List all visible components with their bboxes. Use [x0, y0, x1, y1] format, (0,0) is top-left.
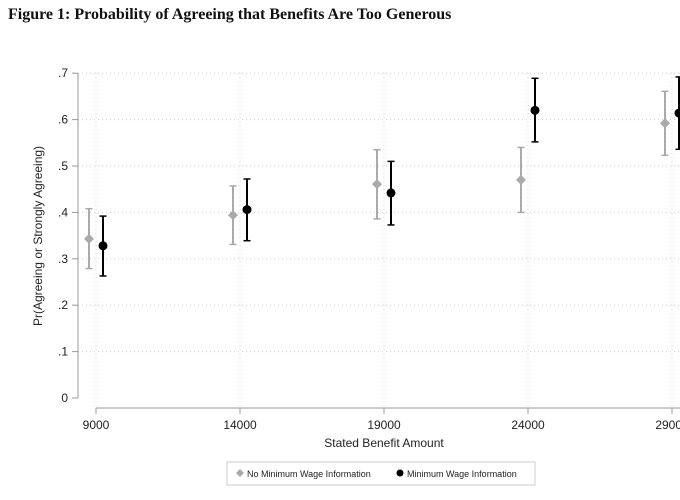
- data-point-circle: [530, 105, 540, 115]
- data-point-group: [530, 77, 540, 143]
- x-tick-label: 24000: [511, 418, 545, 432]
- data-point-group: [516, 146, 526, 214]
- data-point-circle: [242, 205, 252, 215]
- y-tick-label: .1: [58, 345, 68, 359]
- y-tick-label: 0: [61, 391, 68, 405]
- data-point-group: [674, 76, 680, 151]
- legend-diamond-icon: [236, 469, 244, 477]
- legend-circle-icon: [396, 469, 404, 477]
- legend: No Minimum Wage Information Minimum Wage …: [226, 461, 536, 486]
- data-point-group: [660, 90, 670, 157]
- data-point-diamond: [372, 179, 382, 190]
- x-tick-label: 14000: [223, 418, 257, 432]
- data-point-group: [84, 207, 94, 270]
- x-tick-label: 29000: [655, 418, 680, 432]
- x-axis-label: Stated Benefit Amount: [324, 436, 444, 450]
- data-point-diamond: [660, 118, 670, 129]
- legend-label: Minimum Wage Information: [407, 469, 517, 479]
- data-point-circle: [386, 188, 396, 198]
- data-point-diamond: [228, 210, 238, 221]
- y-tick-label: .4: [58, 205, 68, 219]
- y-tick-label: .7: [58, 66, 68, 80]
- data-point-diamond: [516, 174, 526, 185]
- data-point-group: [228, 185, 238, 246]
- data-point-circle: [98, 241, 108, 251]
- data-point-group: [386, 160, 396, 226]
- y-tick-label: .5: [58, 159, 68, 173]
- legend-label: No Minimum Wage Information: [247, 469, 371, 479]
- y-tick-label: .6: [58, 113, 68, 127]
- data-point-diamond: [84, 233, 94, 244]
- y-axis-label: Pr(Agreeing or Strongly Agreeing): [31, 146, 45, 326]
- x-tick-label: 9000: [83, 418, 110, 432]
- chart-title: Figure 1: Probability of Agreeing that B…: [8, 6, 452, 23]
- data-point-group: [242, 178, 252, 242]
- data-point-circle: [674, 108, 680, 118]
- legend-box: [226, 461, 536, 486]
- y-tick-label: .2: [58, 298, 68, 312]
- data-point-group: [372, 149, 382, 220]
- y-tick-label: .3: [58, 252, 68, 266]
- x-tick-label: 19000: [367, 418, 401, 432]
- data-point-group: [98, 215, 108, 277]
